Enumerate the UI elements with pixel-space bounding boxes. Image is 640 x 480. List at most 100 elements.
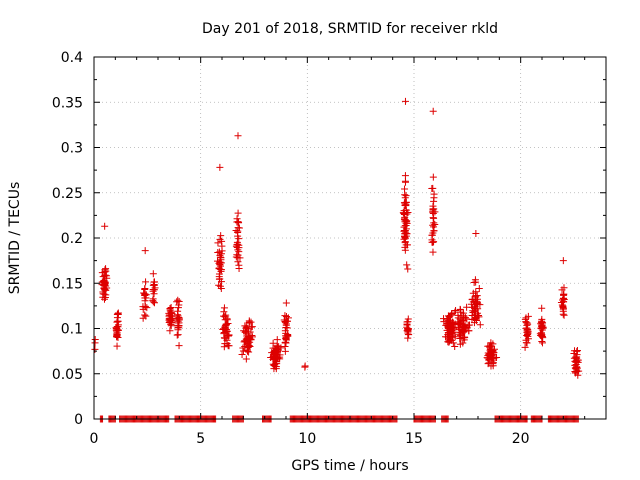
data-point — [217, 250, 225, 258]
x-tick-label: 15 — [405, 431, 423, 447]
data-point — [174, 304, 182, 312]
data-point — [175, 342, 183, 350]
data-point — [442, 333, 450, 341]
data-point — [430, 205, 438, 213]
data-point — [282, 329, 290, 337]
data-point — [430, 238, 438, 246]
data-point — [113, 342, 121, 350]
data-point — [224, 320, 232, 328]
data-point — [401, 246, 409, 254]
data-point — [464, 321, 472, 329]
data-point — [538, 326, 546, 334]
y-tick-label: 0 — [74, 412, 83, 428]
data-point — [485, 359, 493, 367]
data-point — [401, 232, 409, 240]
data-point — [403, 219, 411, 227]
data-point — [216, 282, 224, 290]
y-tick-label: 0.05 — [52, 367, 83, 383]
data-point — [538, 338, 546, 346]
y-tick-label: 0.3 — [61, 141, 83, 157]
data-point — [222, 326, 230, 334]
data-point — [149, 287, 157, 295]
data-point — [100, 280, 108, 288]
data-point — [429, 208, 437, 216]
data-point — [460, 336, 468, 344]
data-point — [149, 281, 157, 289]
data-point — [243, 330, 251, 338]
data-point — [571, 347, 579, 355]
data-point — [242, 355, 250, 363]
data-point — [220, 343, 228, 351]
data-point — [218, 237, 226, 245]
data-point — [247, 336, 255, 344]
data-point — [404, 208, 412, 216]
data-point — [222, 327, 230, 335]
data-point — [215, 264, 223, 272]
data-point — [236, 254, 244, 262]
data-point — [234, 209, 242, 217]
data-point — [174, 321, 182, 329]
data-point — [571, 361, 579, 369]
data-point — [457, 308, 465, 316]
data-point — [467, 300, 475, 308]
data-points — [91, 97, 583, 379]
data-point — [214, 239, 222, 247]
data-point — [401, 202, 409, 209]
data-point — [269, 352, 277, 360]
data-point — [235, 235, 243, 243]
data-point — [141, 311, 149, 319]
data-point — [113, 327, 121, 335]
data-point — [114, 309, 122, 317]
data-point — [101, 278, 109, 286]
data-point — [103, 284, 111, 292]
data-point — [240, 327, 248, 335]
data-point — [428, 231, 436, 239]
data-point — [235, 264, 243, 272]
data-point — [404, 327, 412, 335]
data-point — [149, 270, 157, 278]
peak-point — [101, 222, 109, 230]
data-point — [523, 328, 531, 336]
data-point — [445, 313, 453, 321]
data-point — [141, 285, 149, 293]
peak-point — [141, 247, 149, 255]
data-point — [538, 331, 546, 339]
data-point — [490, 345, 498, 353]
data-point — [166, 315, 174, 323]
data-point — [281, 318, 289, 326]
data-point — [142, 294, 150, 302]
data-point — [475, 284, 483, 292]
data-point — [113, 318, 121, 326]
data-point — [403, 210, 411, 218]
data-point — [430, 214, 438, 222]
data-point — [220, 312, 228, 320]
data-point — [216, 275, 224, 283]
y-tick-label: 0.1 — [61, 322, 83, 338]
data-point — [430, 197, 438, 205]
data-point — [444, 322, 452, 330]
data-point — [558, 286, 566, 294]
data-point — [401, 172, 409, 180]
data-point — [474, 305, 482, 313]
data-point — [459, 328, 467, 336]
data-point — [401, 239, 409, 247]
data-point — [233, 215, 241, 223]
data-point — [489, 354, 497, 362]
x-axis-label: GPS time / hours — [291, 458, 408, 474]
peak-point — [234, 132, 242, 140]
data-point — [559, 310, 567, 318]
data-point — [521, 343, 529, 351]
data-point — [274, 343, 282, 351]
data-point — [429, 238, 437, 246]
data-point — [451, 342, 459, 350]
data-point — [217, 256, 225, 264]
data-point — [217, 232, 225, 240]
data-point — [91, 345, 99, 353]
x-tick-label: 20 — [512, 431, 530, 447]
peak-point — [216, 163, 224, 171]
data-point — [404, 265, 412, 273]
data-point — [403, 261, 411, 269]
data-point — [143, 304, 151, 312]
data-point — [560, 311, 568, 319]
data-point — [476, 321, 484, 329]
